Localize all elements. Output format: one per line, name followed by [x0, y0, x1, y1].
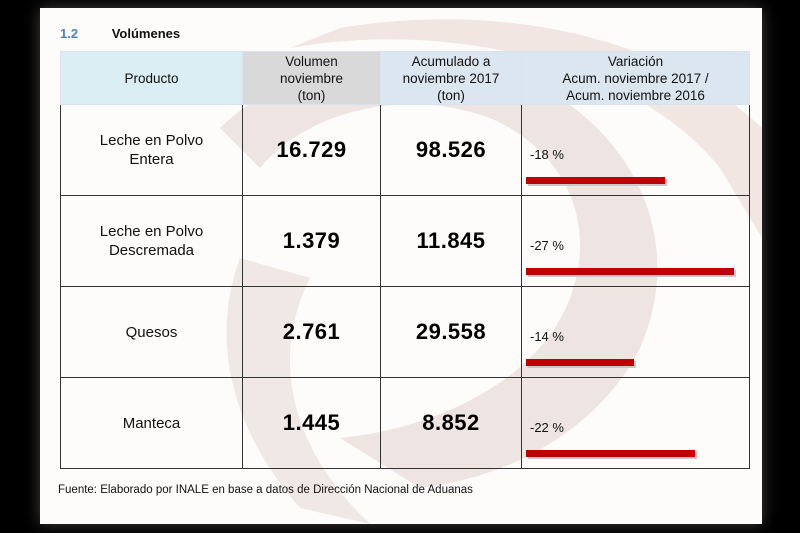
header-volumen-line: Volumen [285, 53, 338, 69]
cell-volumen: 2.761 [242, 286, 381, 378]
cell-producto: Manteca [60, 377, 243, 469]
volumen-value: 1.379 [282, 228, 341, 253]
variacion-track [526, 268, 738, 280]
source-note: Fuente: Elaborado por INALE en base a da… [58, 484, 473, 496]
section-title: Volúmenes [111, 26, 181, 41]
volumen-value: 16.729 [276, 137, 347, 162]
volumes-table: Producto Volumen noviembre (ton) Acumula… [60, 51, 750, 469]
cell-variacion: -18 % [521, 104, 750, 196]
product-name-line: Leche en Polvo [99, 132, 204, 149]
acumulado-value: 8.852 [422, 410, 480, 435]
header-volumen: Volumen noviembre (ton) [242, 51, 381, 105]
header-variacion: Variación Acum. noviembre 2017 / Acum. n… [521, 51, 750, 105]
cell-acumulado: 11.845 [380, 195, 522, 287]
variacion-track [526, 450, 738, 462]
header-variacion-line: Acum. noviembre 2017 / [562, 70, 709, 86]
header-acumulado-line: noviembre 2017 [402, 70, 500, 86]
cell-acumulado: 29.558 [380, 286, 522, 378]
product-name-line: Descremada [108, 242, 195, 259]
variacion-bar [526, 450, 695, 457]
section-heading: 1.2 Volúmenes [60, 26, 180, 41]
acumulado-value: 98.526 [415, 137, 487, 162]
table-header-row: Producto Volumen noviembre (ton) Acumula… [60, 51, 750, 105]
product-name-line: Leche en Polvo [99, 223, 204, 240]
variacion-label: -22 % [530, 420, 564, 435]
variacion-track [526, 177, 738, 189]
cell-volumen: 1.445 [242, 377, 381, 469]
product-name-line: Manteca [122, 414, 181, 432]
volumen-value: 2.761 [282, 319, 341, 344]
cell-variacion: -27 % [521, 195, 750, 287]
header-volumen-line: (ton) [297, 87, 326, 103]
variacion-label: -27 % [530, 238, 564, 253]
table-row: Quesos 2.761 29.558 -14 % [60, 286, 750, 378]
acumulado-value: 29.558 [415, 319, 487, 344]
header-acumulado: Acumulado a noviembre 2017 (ton) [380, 51, 522, 105]
cell-producto: Leche en Polvo Entera [60, 104, 243, 196]
table-row: Leche en Polvo Entera 16.729 98.526 -18 … [60, 104, 750, 196]
cell-volumen: 1.379 [242, 195, 381, 287]
product-name-line: Quesos [125, 323, 178, 341]
variacion-label: -18 % [530, 147, 564, 162]
document-page: 1.2 Volúmenes Producto Volumen noviembre… [40, 8, 762, 524]
volumen-value: 1.445 [282, 410, 341, 435]
cell-producto: Quesos [60, 286, 243, 378]
header-variacion-line: Variación [607, 53, 664, 69]
section-number: 1.2 [60, 26, 79, 41]
table-row: Leche en Polvo Descremada 1.379 11.845 -… [60, 195, 750, 287]
variacion-track [526, 359, 738, 371]
header-producto-label: Producto [124, 70, 179, 86]
variacion-bar [526, 177, 665, 184]
variacion-label: -14 % [530, 329, 564, 344]
cell-acumulado: 98.526 [380, 104, 522, 196]
header-variacion-line: Acum. noviembre 2016 [566, 87, 705, 103]
header-producto: Producto [60, 51, 243, 105]
cell-variacion: -14 % [521, 286, 750, 378]
header-acumulado-line: Acumulado a [411, 53, 491, 69]
table-row: Manteca 1.445 8.852 -22 % [60, 377, 750, 469]
variacion-bar [526, 359, 634, 366]
cell-acumulado: 8.852 [380, 377, 522, 469]
cell-variacion: -22 % [521, 377, 750, 469]
cell-producto: Leche en Polvo Descremada [60, 195, 243, 287]
header-volumen-line: noviembre [279, 70, 344, 86]
cell-volumen: 16.729 [242, 104, 381, 196]
variacion-bar [526, 268, 734, 275]
acumulado-value: 11.845 [416, 228, 486, 253]
product-name-line: Entera [129, 151, 174, 168]
header-acumulado-line: (ton) [437, 87, 465, 103]
